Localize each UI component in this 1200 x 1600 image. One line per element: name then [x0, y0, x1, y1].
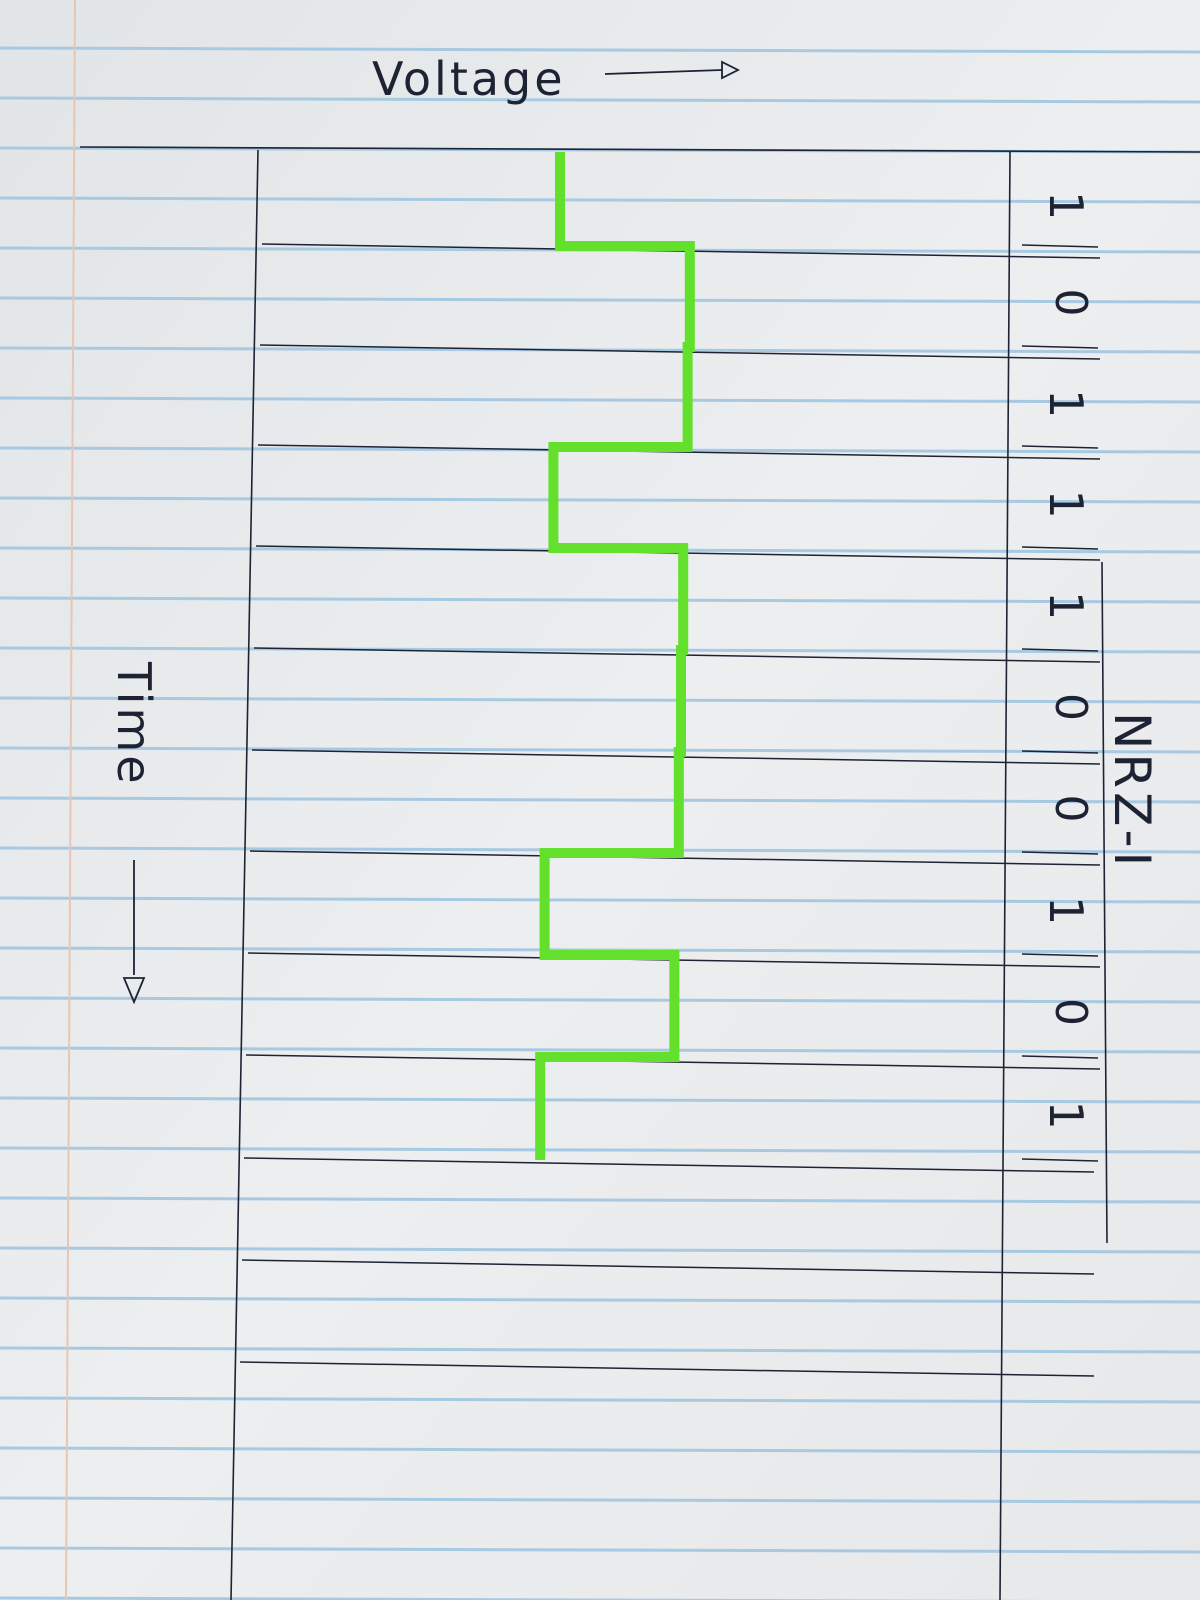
time-slot-line: [241, 1259, 1095, 1275]
ruled-line: [0, 296, 1200, 304]
time-axis-label: Time: [107, 661, 161, 787]
ruled-line: [0, 1146, 1200, 1154]
bit-separator: [1021, 244, 1099, 248]
time-slot-line: [239, 1361, 1095, 1377]
ruled-line: [0, 396, 1200, 404]
bit-label: 0: [1045, 795, 1096, 823]
bit-separator: [1021, 648, 1099, 652]
bit-label: 0: [1045, 693, 1096, 721]
ruled-line: [0, 1396, 1200, 1404]
bit-label: 1: [1039, 1101, 1093, 1130]
ruled-line: [0, 496, 1200, 504]
ruled-line: [0, 796, 1200, 804]
ruled-line: [0, 746, 1200, 754]
bit-separator: [1021, 445, 1099, 449]
nrzi-signal-waveform: [535, 152, 695, 1160]
bit-label: 1: [1039, 896, 1093, 925]
ruled-line: [0, 1446, 1200, 1454]
drawn-table: [79, 146, 1200, 1600]
ruled-line: [0, 46, 1200, 54]
ruled-line: [0, 596, 1200, 604]
ruled-line: [0, 1346, 1200, 1354]
bit-separator: [1021, 851, 1099, 855]
ruled-line: [0, 1046, 1200, 1054]
table-right-border: [999, 151, 1011, 1600]
bit-label: 1: [1039, 389, 1093, 418]
bit-separator: [1021, 345, 1099, 349]
time-arrow: [122, 860, 146, 1005]
time-slot-line: [243, 1157, 1095, 1173]
ruled-line: [0, 896, 1200, 904]
bit-separator: [1021, 1055, 1099, 1059]
ruled-line: [0, 646, 1200, 654]
ruled-line: [0, 1596, 1051, 1600]
bit-separator: [1021, 750, 1099, 754]
bit-label: 1: [1039, 191, 1093, 220]
bit-separator: [1021, 953, 1099, 957]
bit-label: 1: [1039, 490, 1093, 519]
table-top-border: [79, 146, 1200, 153]
bit-label: 0: [1045, 998, 1096, 1026]
ruled-line: [0, 996, 1200, 1004]
time-slot-line: [259, 344, 1101, 360]
bracket-line: [1101, 561, 1108, 1244]
bit-separator: [1021, 546, 1099, 550]
ruled-line: [0, 1096, 1200, 1104]
encoding-title: NRZ-I: [1103, 712, 1161, 870]
ruled-line: [0, 1246, 1200, 1254]
voltage-arrow: [604, 60, 741, 80]
ruled-line: [0, 96, 1200, 104]
bit-label: 1: [1039, 591, 1093, 620]
ruled-line: [0, 1296, 1200, 1304]
bit-tick-marks: [1021, 244, 1099, 1162]
table-left-border: [230, 149, 259, 1600]
ruled-line: [0, 196, 1200, 204]
bit-separator: [1021, 1158, 1099, 1162]
voltage-axis-label: Voltage: [372, 52, 566, 106]
margin-line: [65, 0, 76, 1600]
bit-value-labels: 1 0 1 1 1 0 0 1 0 1: [1039, 191, 1096, 1130]
ruled-line: [0, 696, 1200, 704]
bit-label: 0: [1045, 289, 1096, 317]
ruled-line: [0, 1196, 1200, 1204]
